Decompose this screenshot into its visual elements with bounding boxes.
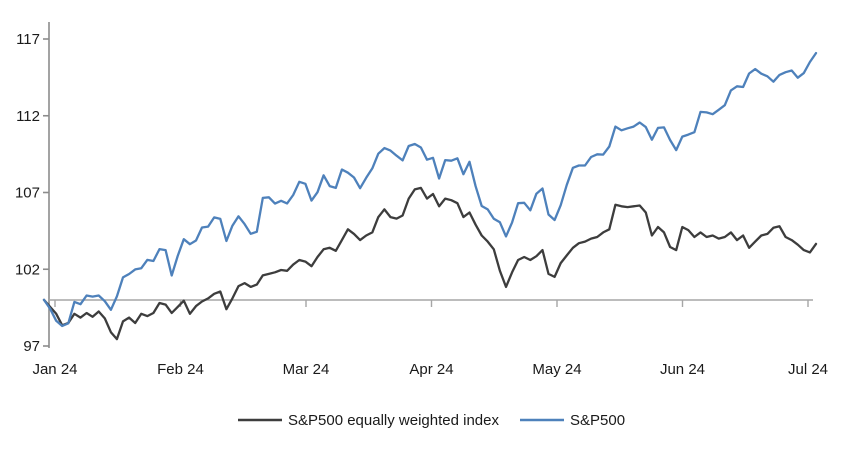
x-label-mar: Mar 24: [283, 361, 330, 378]
x-label-jul: Jul 24: [788, 361, 828, 378]
legend-sp500-label: S&P500: [570, 412, 625, 429]
x-label-may: May 24: [532, 361, 581, 378]
sp500-line: [42, 51, 818, 328]
y-tick-label-112: 112: [16, 108, 40, 125]
legend-equal-weight-label: S&P500 equally weighted index: [288, 412, 499, 429]
y-tick-label-97: 97: [23, 338, 40, 355]
x-label-feb: Feb 24: [157, 361, 204, 378]
y-tick-label-102: 102: [15, 261, 40, 278]
y-tick-label-107: 107: [15, 185, 40, 202]
sp500-equal-weight-line: [42, 186, 818, 341]
legend: S&P500 equally weighted index S&P500: [238, 412, 625, 429]
y-tick-label-117: 117: [16, 31, 40, 48]
x-label-apr: Apr 24: [409, 361, 453, 378]
x-label-jun: Jun 24: [660, 361, 705, 378]
x-label-jan: Jan 24: [32, 361, 77, 378]
